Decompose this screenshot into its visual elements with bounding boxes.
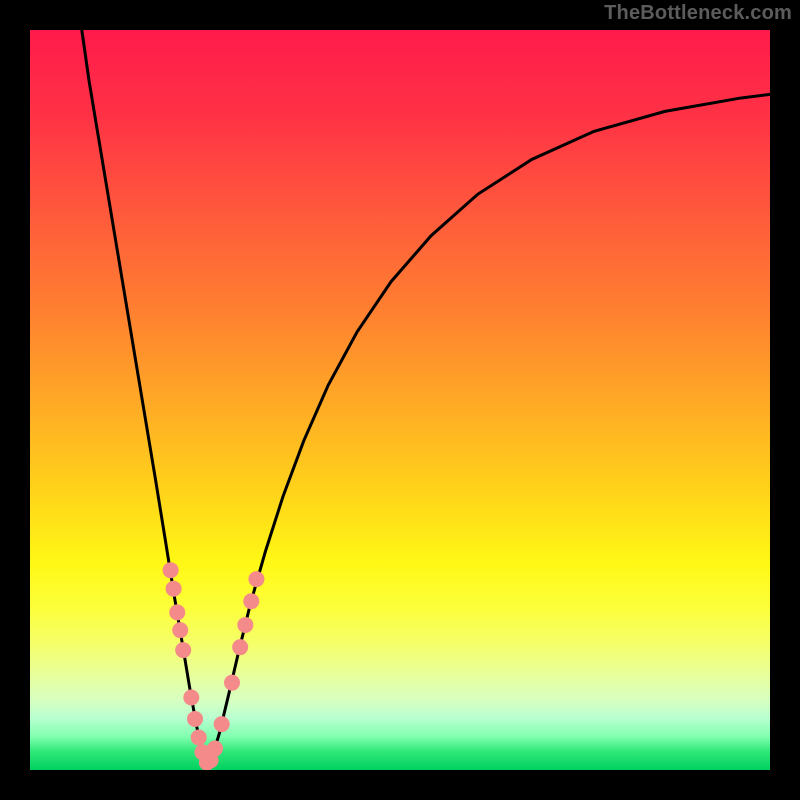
data-marker (172, 622, 188, 638)
data-marker (163, 562, 179, 578)
data-marker (237, 617, 253, 633)
data-marker (232, 639, 248, 655)
chart-frame: TheBottleneck.com (0, 0, 800, 800)
data-marker (243, 593, 259, 609)
data-marker (175, 642, 191, 658)
data-marker (166, 581, 182, 597)
data-marker (183, 689, 199, 705)
data-marker (187, 711, 203, 727)
data-marker (207, 741, 223, 757)
data-marker (191, 729, 207, 745)
data-marker (224, 675, 240, 691)
plot-area (30, 30, 770, 770)
data-marker (248, 571, 264, 587)
watermark-text: TheBottleneck.com (604, 2, 792, 25)
plot-svg (30, 30, 770, 770)
data-marker (214, 716, 230, 732)
data-marker (169, 604, 185, 620)
